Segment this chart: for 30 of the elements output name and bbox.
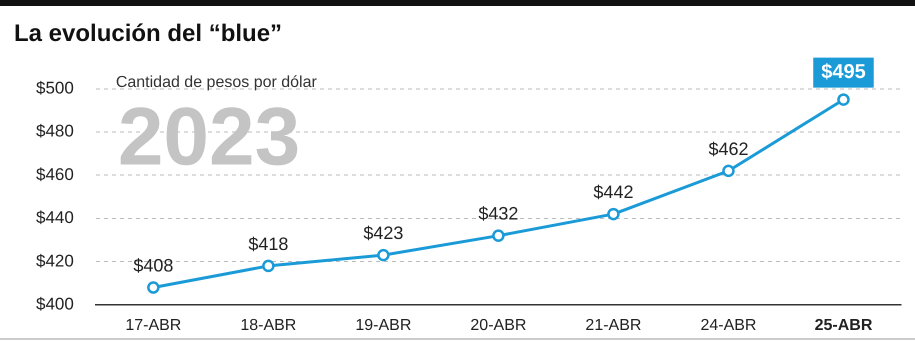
data-label: $495 [821, 61, 866, 84]
x-tick-label: 24-ABR [700, 316, 756, 334]
point [837, 93, 850, 106]
data-label: $418 [248, 234, 288, 254]
point [722, 164, 735, 178]
y-tick-label: $460 [36, 164, 74, 184]
x-tick-label: 21-ABR [585, 316, 642, 334]
data-label: $408 [133, 255, 174, 276]
point [607, 208, 620, 220]
y-tick-label: $440 [36, 208, 74, 228]
annotation: 2023 [118, 91, 300, 182]
point [492, 229, 505, 242]
point [262, 260, 275, 272]
x-tick-label: 17-ABR [125, 316, 182, 334]
point [377, 248, 390, 262]
data-label: $442 [593, 182, 634, 202]
x-tick-label: 20-ABR [470, 316, 526, 334]
y-tick-label: $400 [36, 294, 74, 314]
data-label: $432 [478, 204, 518, 224]
y-tick-label: $480 [36, 122, 74, 141]
annotation: Cantidad de pesos por dólar [116, 74, 318, 92]
x-tick-label: 25-ABR [814, 316, 873, 334]
x-tick-label: 19-ABR [355, 316, 412, 334]
y-tick-label: $500 [36, 78, 74, 98]
chart-title: La evolución del “blue” [14, 20, 282, 48]
x-tick-label: 18-ABR [240, 316, 296, 334]
data-label: $462 [708, 138, 748, 159]
point [147, 281, 160, 294]
y-tick-label: $420 [36, 251, 74, 270]
data-label: $423 [363, 223, 404, 244]
